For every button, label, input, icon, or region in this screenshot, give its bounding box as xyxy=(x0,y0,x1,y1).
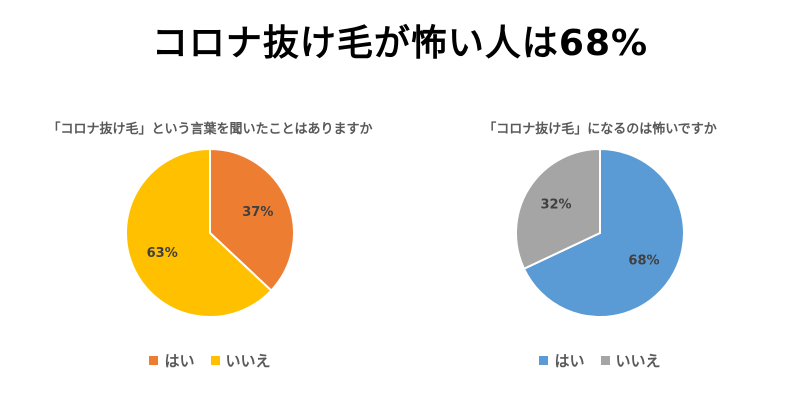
legend-label-no: いいえ xyxy=(615,352,661,370)
legend-label-yes: はい xyxy=(554,352,585,370)
pie-slice-no xyxy=(125,148,273,318)
chart-title: 「コロナ抜け毛」になるのは怖いですか xyxy=(483,122,717,137)
legend: はい いいえ xyxy=(420,350,780,371)
legend-item-no: いいえ xyxy=(210,350,271,371)
page-title: コロナ抜け毛が怖い人は68% xyxy=(151,23,649,64)
chart-title: 「コロナ抜け毛」という言葉を聞いたことはありますか xyxy=(47,122,373,137)
legend: はい いいえ xyxy=(30,350,390,371)
pie-chart-fear: 68% 32% xyxy=(514,148,685,318)
legend-item-yes: はい xyxy=(539,350,585,371)
data-label-no: 32% xyxy=(540,198,571,213)
legend-item-yes: はい xyxy=(149,350,195,371)
data-label-no: 63% xyxy=(147,246,178,261)
pie-slice-yes xyxy=(522,148,685,318)
legend-item-no: いいえ xyxy=(600,350,661,371)
legend-swatch-yes xyxy=(539,356,549,365)
legend-label-no: いいえ xyxy=(225,352,271,370)
chart-awareness: 「コロナ抜け毛」という言葉を聞いたことはありますか 37% 63% はい いいえ xyxy=(30,118,390,388)
chart-fear: 「コロナ抜け毛」になるのは怖いですか 68% 32% はい いいえ xyxy=(420,118,780,388)
pie-slice-no xyxy=(514,148,601,271)
legend-swatch-yes xyxy=(149,356,159,365)
legend-swatch-no xyxy=(210,356,220,365)
legend-label-yes: はい xyxy=(164,352,195,370)
legend-swatch-no xyxy=(600,356,610,365)
data-label-yes: 37% xyxy=(242,205,273,220)
data-label-yes: 68% xyxy=(628,253,659,268)
pie-slice-yes xyxy=(209,148,295,292)
pie-chart-awareness: 37% 63% xyxy=(125,148,295,318)
